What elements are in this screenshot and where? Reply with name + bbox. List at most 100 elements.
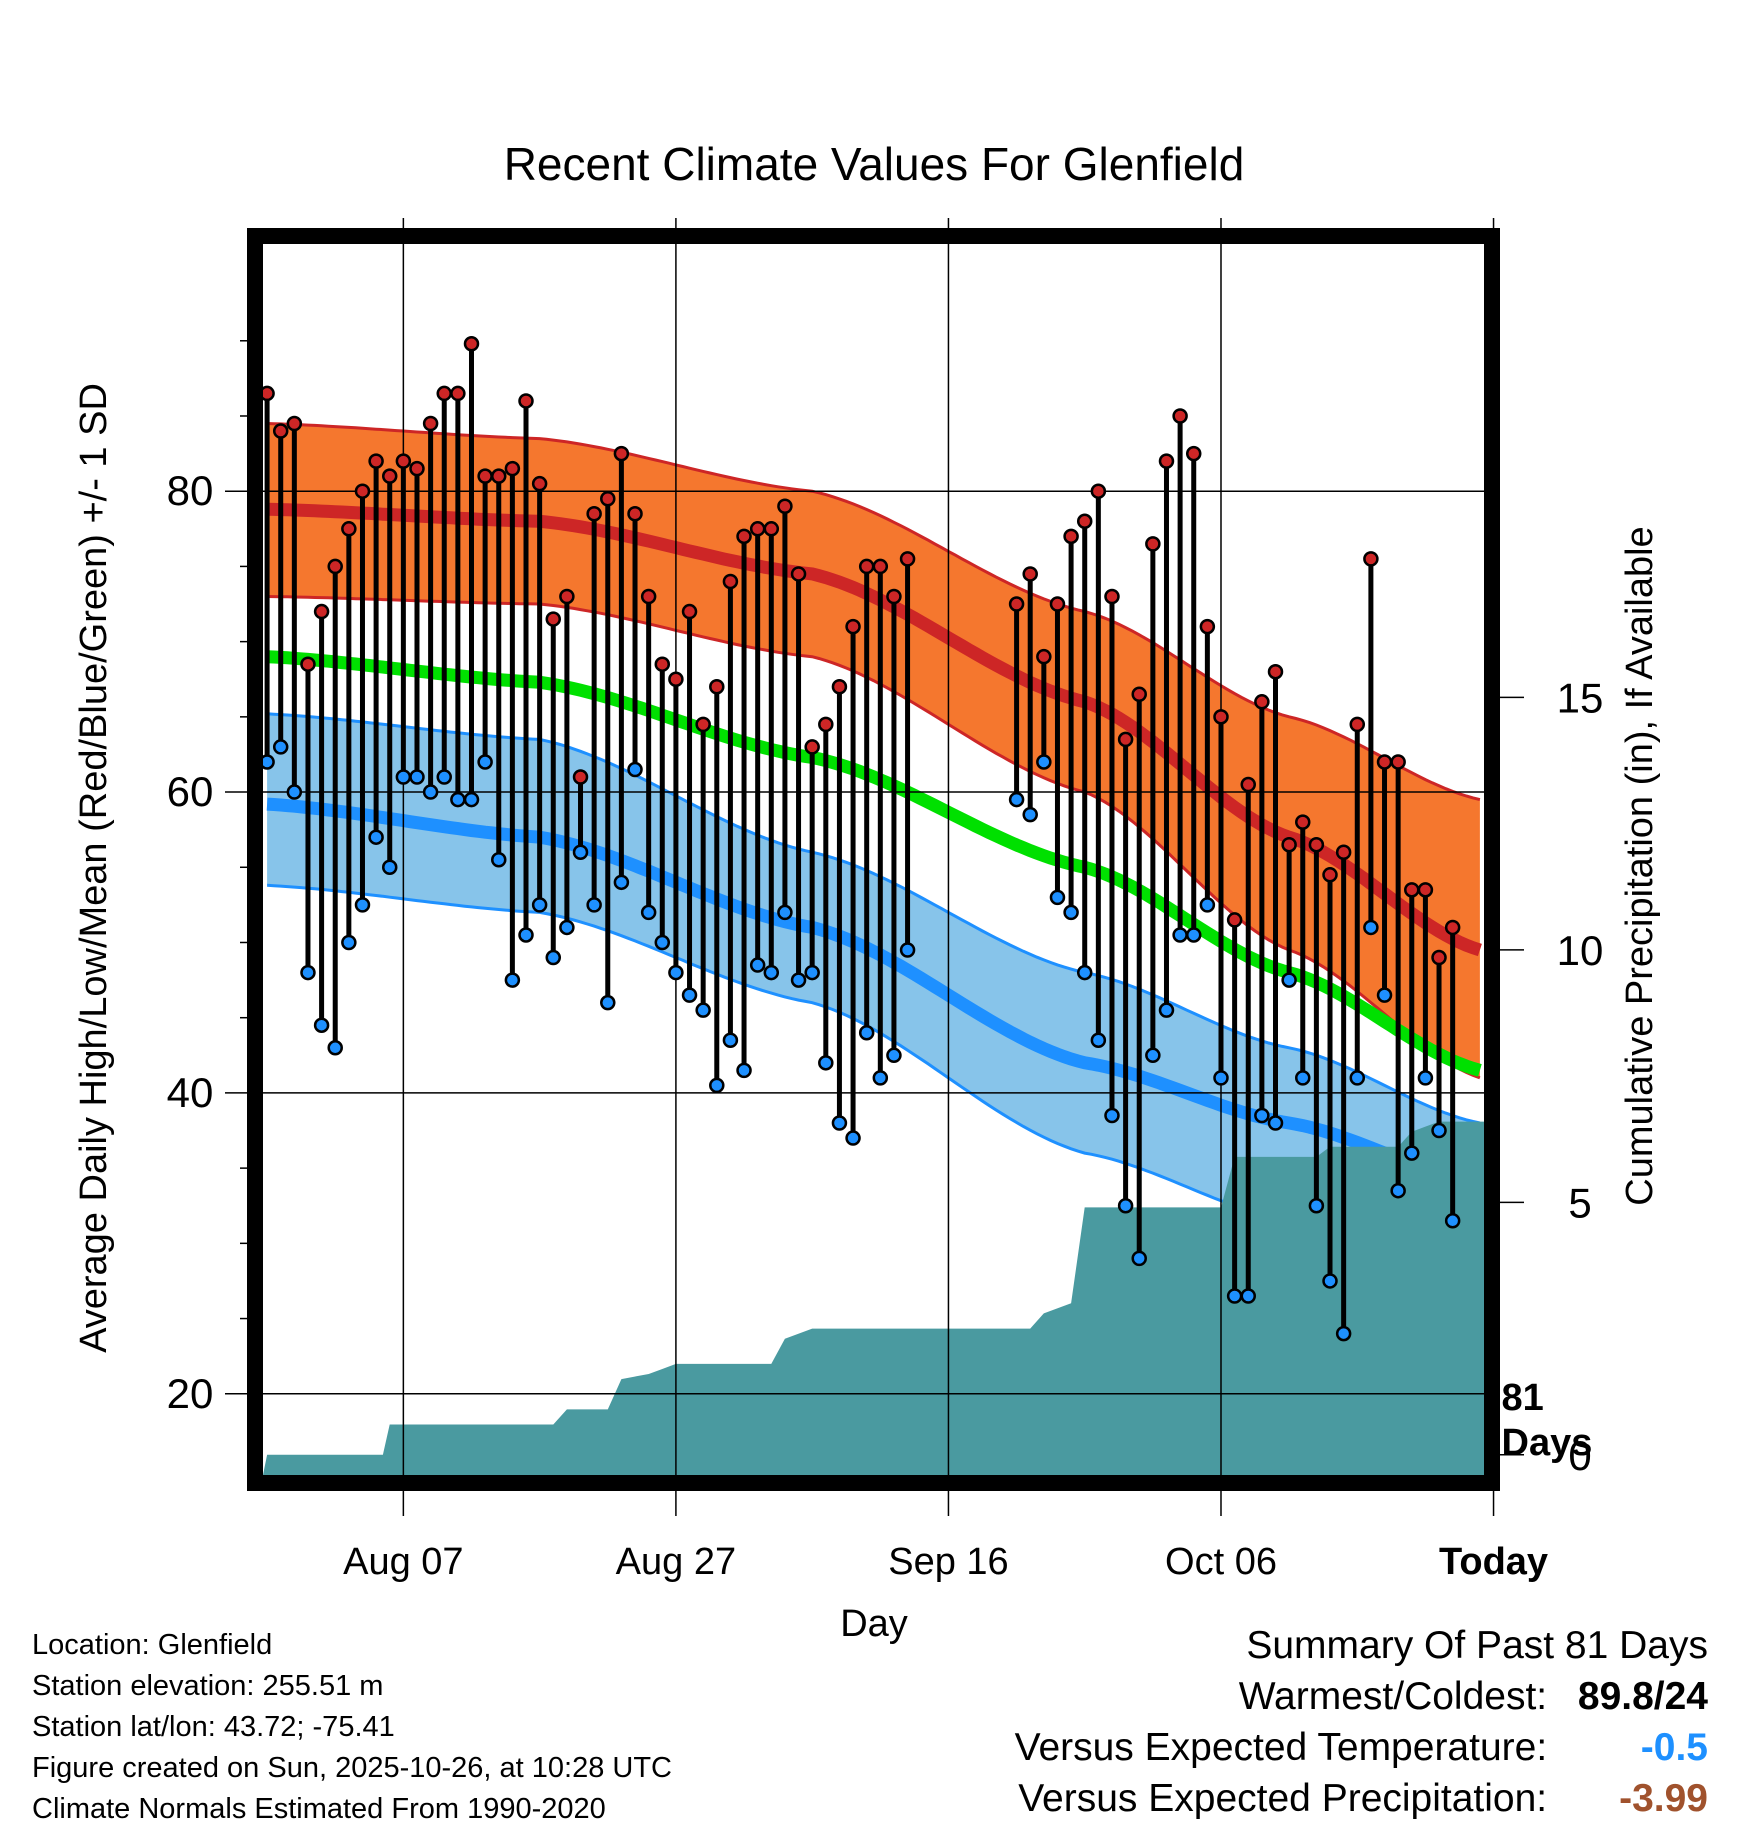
precip-label: Versus Expected Precipitation: [1018, 1777, 1548, 1820]
daily-high-point [818, 716, 834, 733]
daily-low-point [300, 964, 316, 981]
location-text: Location: Glenfield [32, 1629, 273, 1661]
daily-low-point [899, 942, 916, 958]
daily-high-point [1063, 528, 1079, 545]
daily-high-point [450, 385, 466, 402]
daily-high-point [790, 566, 807, 582]
daily-high-point [1185, 445, 1202, 462]
elevation-text: Station elevation: 255.51 m [32, 1670, 384, 1702]
daily-low-point [1131, 1250, 1147, 1267]
daily-high-point [1444, 919, 1461, 936]
chart-title: Recent Climate Values For Glenfield [504, 138, 1245, 190]
y-axis-label-left: Average Daily High/Low/Mean (Red/Blue/Gr… [73, 383, 115, 1353]
y-right-tick-label: 0 [1568, 1432, 1591, 1479]
daily-low-point [1322, 1273, 1338, 1289]
daily-high-point [313, 603, 330, 620]
daily-low-point [845, 1130, 861, 1146]
daily-high-point [640, 588, 657, 605]
daily-high-point [1172, 408, 1188, 424]
daily-low-point [272, 739, 289, 755]
daily-high-point [436, 385, 452, 402]
daily-high-point [463, 336, 480, 352]
daily-high-point [1022, 566, 1038, 582]
temp-value: -0.5 [1640, 1726, 1708, 1769]
daily-high-point [1158, 453, 1175, 469]
daily-low-point [1213, 1070, 1229, 1086]
daily-low-point [341, 934, 357, 951]
y-right-tick-label: 10 [1557, 927, 1604, 974]
daily-high-point [1240, 776, 1256, 793]
daily-low-point [409, 769, 425, 785]
daily-high-point [1145, 536, 1161, 552]
daily-low-point [1390, 1182, 1406, 1199]
daily-high-point [1199, 618, 1216, 635]
daily-high-point [327, 558, 343, 575]
daily-high-point [572, 769, 589, 785]
daily-high-point [777, 498, 793, 514]
daily-high-point [899, 551, 916, 567]
daily-high-point [518, 393, 534, 409]
daily-high-point [1376, 754, 1393, 770]
daily-high-point [681, 603, 698, 620]
daily-low-point [1199, 897, 1216, 913]
daily-high-point [1404, 882, 1420, 898]
cumulative-precip-area [263, 1121, 1484, 1475]
y-left-tick-label: 60 [167, 768, 214, 815]
daily-high-point [668, 671, 684, 687]
daily-low-point [436, 769, 452, 785]
daily-low-point [1295, 1070, 1311, 1086]
daily-low-point [1090, 1032, 1107, 1049]
daily-low-point [1104, 1107, 1120, 1124]
daily-high-point [272, 423, 289, 439]
daily-low-point [1185, 927, 1202, 943]
daily-high-point [1295, 814, 1311, 830]
daily-high-point [1131, 686, 1147, 703]
daily-low-point [627, 761, 643, 778]
daily-low-point [1036, 754, 1052, 770]
daily-low-point [1240, 1288, 1256, 1304]
daily-high-point [1213, 709, 1229, 725]
daily-high-point [709, 679, 725, 695]
daily-low-point [818, 1055, 834, 1071]
daily-high-point [858, 558, 875, 575]
x-tick-label: Aug 07 [343, 1541, 463, 1583]
daily-low-point [354, 897, 371, 913]
latlon-text: Station lat/lon: 43.72; -75.41 [32, 1711, 395, 1743]
daily-high-point [368, 453, 384, 469]
daily-low-point [1267, 1115, 1284, 1131]
daily-low-point [559, 919, 575, 936]
daily-low-point [1254, 1107, 1270, 1124]
daily-low-point [1049, 889, 1066, 906]
daily-high-point [477, 468, 493, 484]
daily-low-point [722, 1032, 739, 1049]
daily-low-point [477, 754, 493, 770]
daily-low-point [1335, 1325, 1352, 1342]
daily-high-point [654, 656, 671, 672]
x-tick-label: Today [1439, 1541, 1548, 1583]
daily-low-point [1063, 904, 1079, 921]
daily-low-point [1226, 1288, 1243, 1304]
daily-high-point [1104, 588, 1120, 605]
daily-high-point [1254, 694, 1270, 710]
daily-high-point [831, 679, 848, 695]
daily-high-point [422, 415, 439, 432]
summary-title: Summary Of Past 81 Days [1246, 1624, 1708, 1667]
daily-high-point [1335, 844, 1352, 860]
days-count-label: 81 [1502, 1377, 1544, 1419]
daily-low-point [613, 874, 630, 891]
daily-low-point [286, 784, 303, 800]
daily-high-point [1049, 596, 1066, 612]
daily-high-point [1308, 836, 1325, 853]
daily-high-point [354, 483, 371, 499]
daily-high-point [559, 588, 575, 605]
daily-low-point [518, 927, 534, 943]
daily-low-point [1444, 1213, 1461, 1229]
daily-low-point [381, 859, 398, 876]
daily-high-point [1036, 648, 1052, 665]
days-word-label: Days [1502, 1422, 1593, 1464]
daily-high-point [1090, 483, 1107, 499]
daily-high-point [395, 453, 412, 469]
daily-high-point [1281, 836, 1297, 853]
station-metadata: Location: Glenfield Station elevation: 2… [32, 1625, 672, 1830]
warmest-label: Warmest/Coldest: [1238, 1675, 1548, 1718]
